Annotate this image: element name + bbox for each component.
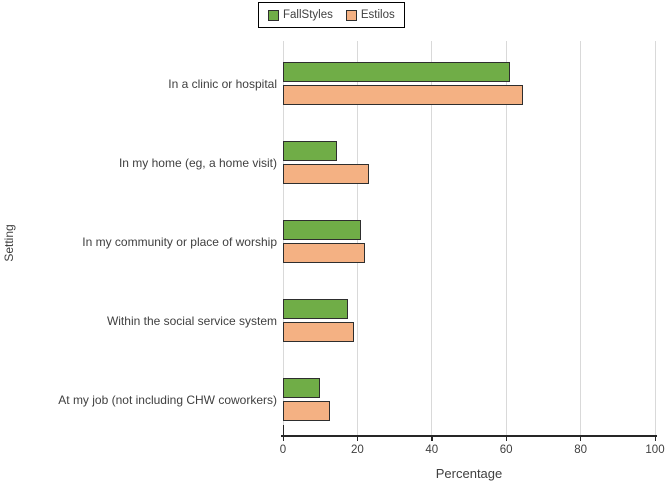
x-axis-line <box>281 435 657 437</box>
bar-fallstyles-2 <box>283 220 362 240</box>
axis-tick <box>505 436 507 441</box>
x-tick-label: 0 <box>279 444 287 456</box>
category-labels: In a clinic or hospital In my home (eg, a… <box>0 41 277 436</box>
bar-fallstyles-1 <box>283 141 337 161</box>
category-label: At my job (not including CHW coworkers) <box>58 392 277 407</box>
axis-tick <box>431 436 433 441</box>
x-tick-label: 60 <box>499 444 513 456</box>
bar-fallstyles-4 <box>283 378 321 398</box>
bar-fallstyles-0 <box>283 62 510 82</box>
x-axis-title: Percentage <box>435 466 503 481</box>
category-label: Within the social service system <box>106 313 277 328</box>
gridline <box>654 41 656 436</box>
legend-item-fallstyles: FallStyles <box>268 9 333 21</box>
axis-tick <box>282 436 284 441</box>
gridline <box>505 41 507 436</box>
bar-estilos-1 <box>283 164 369 184</box>
category-label: In my community or place of worship <box>82 234 277 249</box>
legend: FallStyles Estilos <box>258 2 405 28</box>
fallstyles-swatch-icon <box>268 9 279 21</box>
legend-label-estilos: Estilos <box>360 9 395 21</box>
axis-tick <box>654 436 656 441</box>
gridline <box>580 41 582 436</box>
bar-fallstyles-3 <box>283 299 349 319</box>
legend-label-fallstyles: FallStyles <box>283 9 333 21</box>
bar-estilos-0 <box>283 85 523 105</box>
bar-estilos-2 <box>283 243 365 263</box>
axis-tick <box>580 436 582 441</box>
category-label: In a clinic or hospital <box>168 76 277 91</box>
bar-estilos-3 <box>283 322 354 342</box>
legend-item-estilos: Estilos <box>345 9 395 21</box>
bar-estilos-4 <box>283 401 330 421</box>
axis-tick <box>356 436 359 441</box>
x-tick-label: 40 <box>425 444 439 456</box>
estilos-swatch-icon <box>345 9 357 21</box>
x-tick-label: 100 <box>645 444 665 456</box>
y-axis-stub <box>282 425 284 436</box>
category-label: In my home (eg, a home visit) <box>118 155 277 170</box>
x-tick-label: 20 <box>350 444 364 456</box>
gridline <box>431 41 433 436</box>
plot-area: 0 20 40 60 80 100 <box>280 41 665 456</box>
x-tick-label: 80 <box>574 444 587 456</box>
